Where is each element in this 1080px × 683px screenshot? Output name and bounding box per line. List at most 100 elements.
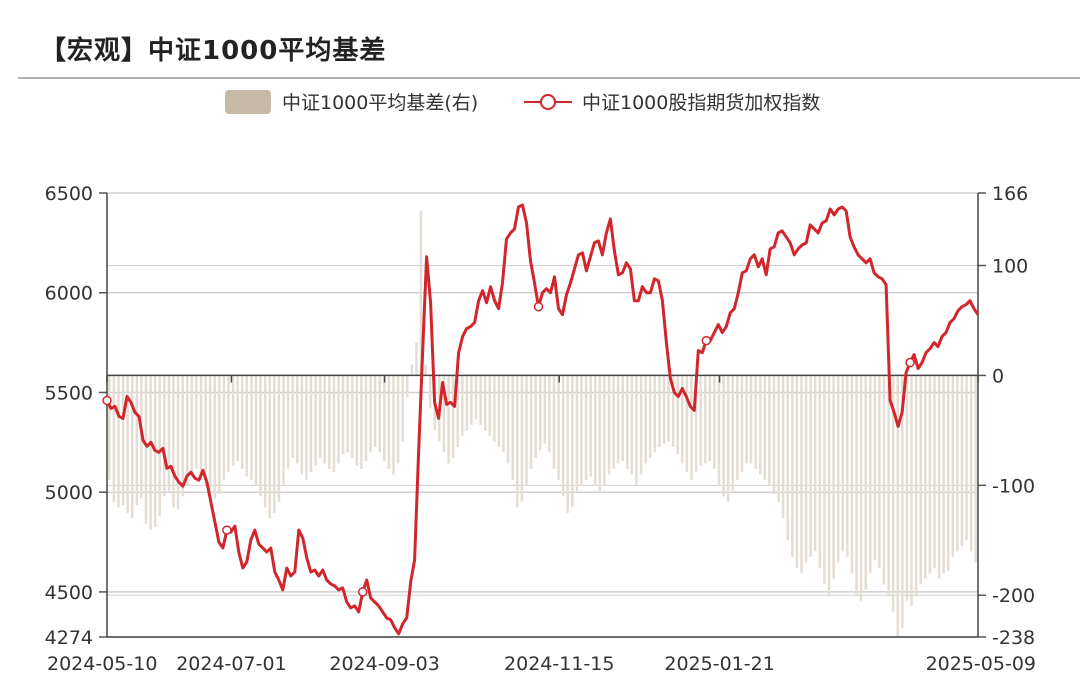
bar <box>332 375 336 473</box>
bar <box>213 375 216 499</box>
bar <box>130 375 134 519</box>
bar <box>548 375 551 453</box>
y-right-tick-label: 166 <box>992 183 1028 205</box>
legend-bar-swatch[interactable] <box>225 90 271 114</box>
bar <box>937 375 941 579</box>
bar <box>392 375 395 475</box>
bar <box>914 375 918 596</box>
bar <box>373 375 377 447</box>
bar <box>135 375 139 506</box>
y-right-tick-label: 100 <box>992 256 1028 278</box>
bar <box>726 375 730 502</box>
bar <box>401 375 404 442</box>
bar <box>832 375 835 579</box>
bar <box>603 375 606 486</box>
bar <box>882 375 886 585</box>
bar <box>974 375 977 563</box>
bar <box>419 210 423 376</box>
bar <box>222 375 226 480</box>
bar <box>956 375 959 552</box>
index-line-marker <box>222 525 232 535</box>
bar <box>328 375 331 469</box>
legend-bar-label: 中证1000平均基差(右) <box>282 92 478 114</box>
bar <box>717 375 721 486</box>
bar <box>268 375 272 519</box>
bar <box>337 375 340 464</box>
y-left-tick-label: 6000 <box>45 283 93 305</box>
bar <box>946 375 950 572</box>
bar <box>607 375 611 475</box>
bar <box>965 375 968 541</box>
bar <box>488 375 492 436</box>
bar <box>754 375 757 469</box>
bar <box>722 375 725 497</box>
bar <box>928 375 932 574</box>
bar <box>199 375 203 480</box>
bar <box>690 375 693 480</box>
bar <box>809 375 812 557</box>
bar <box>195 375 198 469</box>
bar <box>630 375 634 475</box>
bar <box>864 375 867 590</box>
bar <box>126 375 129 513</box>
bar <box>121 375 125 506</box>
bar <box>942 375 945 574</box>
bar <box>461 375 464 436</box>
bar <box>557 375 560 480</box>
bar <box>172 375 175 508</box>
bar <box>218 375 221 495</box>
bar <box>584 375 588 480</box>
bar <box>878 375 881 568</box>
bar <box>158 375 161 517</box>
bar <box>763 375 767 480</box>
bar <box>699 375 702 466</box>
y-right-tick-label: -200 <box>992 585 1035 607</box>
bar <box>969 375 973 552</box>
title-divider <box>18 77 1080 79</box>
bar <box>346 375 349 453</box>
bar <box>543 375 547 444</box>
legend: 中证1000平均基差(右) 中证1000股指期货加权指数 <box>225 90 820 114</box>
y-left-tick-label: 4500 <box>45 582 93 604</box>
bar <box>800 375 803 574</box>
bar <box>117 375 120 508</box>
bar <box>901 375 904 629</box>
bar <box>653 375 657 453</box>
bar <box>456 375 459 447</box>
bar <box>277 375 281 502</box>
bar <box>910 375 913 607</box>
bar <box>658 375 661 447</box>
bar <box>318 375 322 458</box>
bar <box>887 375 890 596</box>
legend-line-marker <box>540 94 556 110</box>
bar <box>827 375 831 596</box>
bar <box>190 375 194 475</box>
bar <box>245 375 249 477</box>
bar <box>745 375 748 464</box>
bar <box>580 375 583 486</box>
bar <box>309 375 313 473</box>
bar <box>873 375 877 561</box>
bar <box>428 375 432 409</box>
bar <box>598 375 602 491</box>
bar <box>282 375 285 486</box>
index-line-path <box>105 203 980 636</box>
bar <box>694 375 698 473</box>
bar <box>593 375 597 486</box>
bar <box>758 375 762 475</box>
bar <box>305 375 308 480</box>
bar <box>951 375 955 557</box>
bar <box>736 375 739 480</box>
bar <box>451 375 455 458</box>
bar <box>589 375 592 477</box>
x-tick-label: 2024-11-15 <box>504 653 614 675</box>
bar <box>713 375 716 469</box>
bar <box>185 375 189 486</box>
bar <box>813 375 817 552</box>
bar <box>749 375 753 464</box>
bar <box>204 375 207 486</box>
bar <box>378 375 382 453</box>
bar <box>525 375 528 486</box>
bar <box>424 364 427 376</box>
bar <box>369 375 372 453</box>
